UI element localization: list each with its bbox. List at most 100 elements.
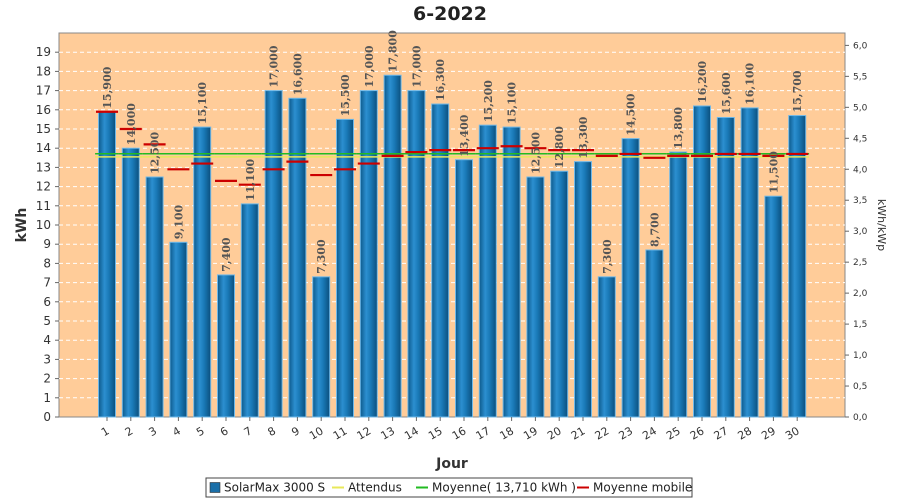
y2-tick-label: 6,0	[853, 41, 868, 51]
bar	[264, 90, 283, 418]
bar	[788, 115, 807, 418]
bar	[312, 276, 331, 418]
bar-value-label: 14,000	[125, 103, 138, 145]
x-tick-label: 17	[474, 424, 493, 442]
bar	[407, 90, 426, 418]
x-tick-label: 23	[616, 424, 635, 442]
x-tick-label: 3	[147, 424, 160, 439]
bar-value-label: 17,000	[268, 45, 281, 87]
bar	[669, 151, 688, 418]
y-tick-label: 13	[36, 160, 51, 174]
y2-tick-label: 2,5	[853, 258, 867, 268]
bar	[478, 124, 497, 418]
bar	[193, 126, 212, 418]
bar-value-label: 12,500	[529, 132, 542, 174]
y2-tick-label: 3,5	[853, 196, 867, 206]
x-tick-label: 18	[497, 424, 516, 442]
bar-value-label: 15,200	[482, 80, 495, 122]
y-tick-label: 16	[36, 103, 51, 117]
x-tick-label: 4	[170, 424, 183, 439]
bar	[574, 161, 592, 418]
reference-lines	[95, 110, 810, 186]
x-tick-label: 24	[640, 424, 659, 442]
x-tick-label: 28	[735, 424, 754, 442]
x-tick-label: 29	[759, 424, 778, 442]
bar	[455, 159, 473, 418]
bar-value-label: 15,900	[101, 66, 114, 108]
bar-value-label: 16,600	[291, 53, 304, 95]
legend-swatch	[209, 482, 221, 493]
y2-tick-label: 0,0	[853, 413, 868, 423]
x-tick-label: 5	[194, 424, 207, 439]
y-tick-label: 2	[43, 372, 51, 386]
bar	[336, 118, 354, 418]
y2-tick-label: 1,5	[853, 320, 867, 330]
legend: SolarMax 3000 S Attendus Moyenne( 13,710 k…	[205, 477, 693, 498]
x-tick-label: 14	[402, 424, 421, 442]
bar-value-label: 16,300	[434, 59, 447, 101]
bar	[240, 203, 259, 418]
bar-value-label: 16,100	[744, 62, 757, 104]
x-tick-label: 1	[99, 424, 112, 439]
y-tick-label: 1	[43, 391, 51, 405]
legend-label: Moyenne mobile	[593, 481, 692, 495]
y-tick-label: 0	[43, 410, 51, 424]
grid-lines	[59, 51, 845, 399]
bar	[597, 276, 616, 418]
y-tick-label: 3	[43, 352, 51, 366]
bar-value-label: 7,400	[220, 237, 233, 272]
y-axis-label: kWh	[14, 208, 30, 243]
bar	[764, 195, 783, 418]
y-tick-label: 9	[43, 237, 51, 251]
x-tick-label: 10	[307, 424, 326, 442]
bar	[288, 97, 307, 418]
y-tick-label: 7	[43, 276, 51, 290]
x-tick-label: 7	[242, 424, 255, 439]
bar-value-label: 15,100	[506, 82, 519, 124]
y-tick-label: 11	[36, 199, 51, 213]
bar	[716, 116, 735, 418]
bar-value-label: 13,400	[458, 114, 471, 156]
y-tick-label: 6	[43, 295, 51, 309]
bar-value-label: 7,300	[601, 239, 614, 274]
bar	[145, 176, 164, 418]
bar-value-label: 8,700	[648, 212, 661, 247]
y2-tick-label: 3,0	[853, 227, 868, 237]
y-tick-label: 19	[36, 45, 51, 59]
bar-value-label: 15,700	[791, 70, 804, 112]
bar	[217, 274, 235, 418]
x-tick-label: 11	[331, 424, 350, 442]
bar-value-label: 13,800	[672, 107, 685, 149]
x-tick-label: 16	[450, 424, 469, 442]
bar-value-label: 11,500	[767, 151, 780, 193]
y-tick-label: 5	[43, 314, 51, 328]
y2-tick-label: 0,5	[853, 382, 867, 392]
bar	[693, 105, 711, 418]
bar	[550, 170, 569, 418]
bar	[169, 241, 188, 418]
bar-value-label: 15,100	[196, 82, 209, 124]
x-tick-label: 26	[688, 424, 707, 442]
y2-tick-label: 4,0	[853, 165, 868, 175]
bar	[383, 74, 402, 418]
x-axis-label: Jour	[435, 456, 468, 472]
legend-box	[205, 477, 693, 498]
bars	[98, 74, 807, 418]
y-tick-label: 10	[36, 218, 51, 232]
bar-value-label: 17,000	[410, 45, 423, 87]
x-tick-label: 30	[783, 424, 802, 442]
bar	[121, 147, 140, 418]
x-tick-label: 27	[712, 424, 731, 442]
bar	[526, 176, 545, 418]
legend-label: Moyenne( 13,710 kWh )	[432, 481, 576, 495]
x-tick-label: 19	[521, 424, 540, 442]
bar-value-label: 16,200	[696, 61, 709, 103]
legend-label: SolarMax 3000 S	[224, 481, 325, 495]
y-tick-label: 17	[36, 84, 51, 98]
y2-axis-label: kWh/kWp	[875, 199, 888, 251]
x-tick-label: 8	[266, 424, 279, 439]
x-tick-label: 6	[218, 424, 231, 439]
y2-tick-label: 5,0	[853, 103, 868, 113]
y-tick-label: 15	[36, 122, 51, 136]
bar-value-label: 15,500	[339, 74, 352, 116]
